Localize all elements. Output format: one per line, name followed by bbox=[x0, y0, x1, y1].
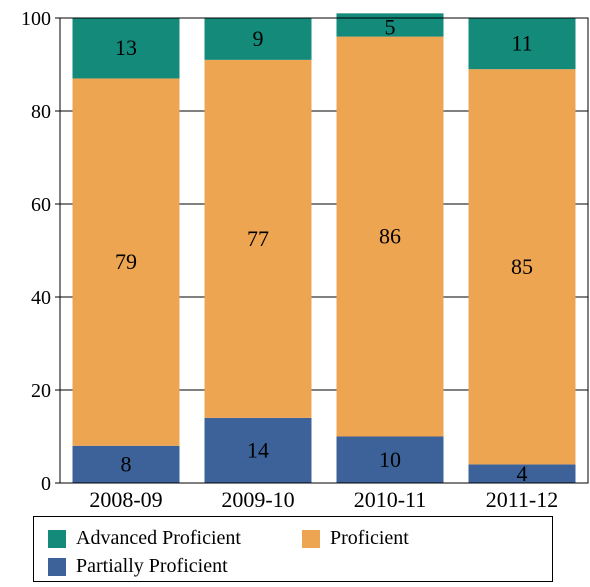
y-tick-label-100: 100 bbox=[21, 8, 51, 30]
data-label-proficient-2009-10: 77 bbox=[247, 226, 269, 251]
legend-swatch-advanced-proficient bbox=[48, 529, 66, 548]
data-label-proficient-2010-11: 86 bbox=[379, 224, 401, 249]
legend-item-advanced-proficient: Advanced Proficient bbox=[48, 527, 241, 550]
bar-advanced-proficient-2009-10 bbox=[204, 18, 312, 60]
legend-swatch-partially-proficient bbox=[48, 557, 66, 576]
plot-frame bbox=[59, 17, 589, 484]
bar-advanced-proficient-2011-12 bbox=[468, 18, 576, 70]
legend-label-proficient: Proficient bbox=[330, 527, 409, 549]
data-label-partially-proficient-2010-11: 10 bbox=[379, 447, 401, 472]
bar-partially-proficient-2010-11 bbox=[336, 436, 444, 483]
legend-item-proficient: Proficient bbox=[302, 527, 409, 550]
legend: Advanced Proficient Proficient Partially… bbox=[33, 516, 553, 582]
legend-label-advanced-proficient: Advanced Proficient bbox=[76, 527, 241, 549]
x-tick-label-2010-11: 2010-11 bbox=[354, 487, 427, 510]
y-tick-label-80: 80 bbox=[31, 101, 51, 123]
y-tick-label-60: 60 bbox=[31, 194, 51, 216]
bar-advanced-proficient-2010-11 bbox=[336, 13, 444, 37]
y-tick-label-40: 40 bbox=[31, 287, 51, 309]
data-label-advanced-proficient-2009-10: 9 bbox=[253, 26, 264, 51]
data-label-proficient-2011-12: 85 bbox=[511, 254, 533, 279]
x-tick-label-2008-09: 2008-09 bbox=[89, 487, 162, 510]
data-label-partially-proficient-2009-10: 14 bbox=[247, 437, 269, 462]
bar-proficient-2009-10 bbox=[204, 59, 312, 418]
data-label-advanced-proficient-2011-12: 11 bbox=[511, 31, 532, 56]
stacked-bar-chart: 0 20 40 60 80 100 8 79 13 2008-09 14 77 9 2009-10 10 86… bbox=[21, 8, 589, 510]
legend-label-partially-proficient: Partially Proficient bbox=[76, 555, 228, 577]
bar-partially-proficient-2011-12 bbox=[468, 464, 576, 483]
legend-item-partially-proficient: Partially Proficient bbox=[48, 555, 228, 578]
data-label-partially-proficient-2008-09: 8 bbox=[121, 451, 132, 476]
y-tick-label-20: 20 bbox=[31, 380, 51, 402]
data-label-proficient-2008-09: 79 bbox=[115, 249, 137, 274]
bar-proficient-2010-11 bbox=[336, 36, 444, 437]
bar-advanced-proficient-2008-09 bbox=[72, 18, 180, 79]
bar-partially-proficient-2009-10 bbox=[204, 417, 312, 483]
x-tick-label-2011-12: 2011-12 bbox=[486, 487, 559, 510]
data-label-advanced-proficient-2010-11: 5 bbox=[385, 15, 396, 40]
bar-proficient-2011-12 bbox=[468, 69, 576, 465]
bar-proficient-2008-09 bbox=[72, 78, 180, 446]
data-label-partially-proficient-2011-12: 4 bbox=[517, 461, 528, 486]
legend-swatch-proficient bbox=[302, 529, 320, 548]
data-label-advanced-proficient-2008-09: 13 bbox=[115, 35, 137, 60]
bar-partially-proficient-2008-09 bbox=[72, 445, 180, 483]
x-tick-label-2009-10: 2009-10 bbox=[221, 487, 294, 510]
y-tick-label-0: 0 bbox=[41, 473, 51, 495]
